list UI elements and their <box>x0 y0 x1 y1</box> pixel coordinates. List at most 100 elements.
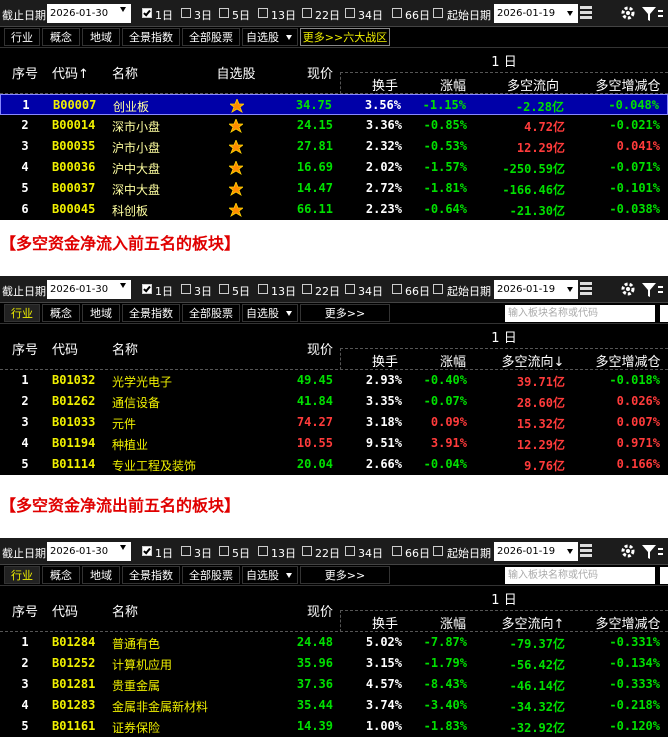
tab[interactable]: 概念 <box>42 566 80 584</box>
period-checkbox[interactable] <box>302 8 312 18</box>
period-checkbox[interactable] <box>258 546 268 556</box>
period-checkbox[interactable] <box>142 546 152 556</box>
table-row[interactable]: 4 B01194 种植业 10.55 9.51% 3.91% 12.29亿 0.971% <box>0 433 668 454</box>
end-date-input[interactable]: 2026-01-30 <box>47 280 131 299</box>
period-label[interactable]: 66日 <box>405 9 430 22</box>
tab[interactable]: 更多>> <box>300 566 390 584</box>
search-button[interactable] <box>660 305 668 322</box>
period-label[interactable]: 3日 <box>194 9 212 22</box>
period-label[interactable]: 1日 <box>155 285 173 298</box>
tab[interactable]: 地域 <box>82 566 120 584</box>
end-date-input[interactable]: 2026-01-30 <box>47 542 131 561</box>
period-checkbox[interactable] <box>345 284 355 294</box>
period-label[interactable]: 5日 <box>232 547 250 560</box>
tab[interactable]: 全部股票 <box>182 304 240 322</box>
period-checkbox[interactable] <box>392 284 402 294</box>
period-checkbox[interactable] <box>258 8 268 18</box>
start-date-input[interactable]: 2026-01-19 <box>494 4 578 23</box>
period-checkbox[interactable] <box>345 8 355 18</box>
period-checkbox[interactable] <box>392 8 402 18</box>
start-date-input[interactable]: 2026-01-19 <box>494 280 578 299</box>
period-checkbox[interactable] <box>181 8 191 18</box>
tool-icons[interactable] <box>608 0 668 27</box>
table-row[interactable]: 3 B00035 沪市小盘 27.81 2.32% -0.53% 12.29亿 0.041% <box>0 136 668 157</box>
tool-icons[interactable] <box>608 538 668 565</box>
list-icon[interactable] <box>580 282 592 296</box>
tab[interactable]: 自选股 <box>242 28 298 46</box>
table-row[interactable]: 4 B00036 沪中大盘 16.69 2.02% -1.57% -250.59亿 -0.07… <box>0 157 668 178</box>
tab[interactable]: 更多>> <box>300 304 390 322</box>
table-row[interactable]: 4 B01283 金属非金属新材料 35.44 3.74% -3.40% -34.32亿 -0… <box>0 695 668 716</box>
favorite-star[interactable] <box>229 203 243 217</box>
period-label[interactable]: 66日 <box>405 285 430 298</box>
table-row[interactable]: 1 B01032 光学光电子 49.45 2.93% -0.40% 39.71亿 -0.018… <box>0 370 668 391</box>
tab[interactable]: 行业 <box>4 566 40 584</box>
period-label[interactable]: 13日 <box>271 547 296 560</box>
period-label[interactable]: 5日 <box>232 9 250 22</box>
period-label[interactable]: 3日 <box>194 547 212 560</box>
favorite-star[interactable] <box>229 161 243 175</box>
table-row[interactable]: 5 B01114 专业工程及装饰 20.04 2.66% -0.04% 9.76亿 0.166… <box>0 454 668 475</box>
tab[interactable]: 行业 <box>4 28 40 46</box>
table-row[interactable]: 3 B01033 元件 74.27 3.18% 0.09% 15.32亿 0.007% <box>0 412 668 433</box>
table-row[interactable]: 5 B01161 证券保险 14.39 1.00% -1.83% -32.92亿 -0.120… <box>0 716 668 737</box>
period-label[interactable]: 34日 <box>358 547 383 560</box>
search-input[interactable]: 输入板块名称或代码 <box>505 305 655 322</box>
period-checkbox[interactable] <box>258 284 268 294</box>
period-label[interactable]: 34日 <box>358 285 383 298</box>
tab[interactable]: 自选股 <box>242 566 298 584</box>
tab[interactable]: 全景指数 <box>122 566 180 584</box>
period-checkbox[interactable] <box>181 284 191 294</box>
start-date-input[interactable]: 2026-01-19 <box>494 542 578 561</box>
tab[interactable]: 行业 <box>4 304 40 322</box>
tab[interactable]: 全部股票 <box>182 28 240 46</box>
period-checkbox[interactable] <box>392 546 402 556</box>
table-row[interactable]: 1 B01284 普通有色 24.48 5.02% -7.87% -79.37亿 -0.331… <box>0 632 668 653</box>
period-label[interactable]: 3日 <box>194 285 212 298</box>
period-checkbox[interactable] <box>302 546 312 556</box>
period-checkbox[interactable] <box>142 284 152 294</box>
period-checkbox[interactable] <box>302 284 312 294</box>
tab[interactable]: 更多>>六大战区 <box>300 28 390 46</box>
period-label[interactable]: 1日 <box>155 547 173 560</box>
period-label[interactable]: 22日 <box>315 547 340 560</box>
period-label[interactable]: 34日 <box>358 9 383 22</box>
period-label[interactable]: 66日 <box>405 547 430 560</box>
end-date-input[interactable]: 2026-01-30 <box>47 4 131 23</box>
period-label[interactable]: 13日 <box>271 285 296 298</box>
period-label[interactable]: 5日 <box>232 285 250 298</box>
favorite-star[interactable] <box>229 140 243 154</box>
table-row[interactable]: 5 B00037 深中大盘 14.47 2.72% -1.81% -166.46亿 -0.10… <box>0 178 668 199</box>
period-checkbox[interactable] <box>345 546 355 556</box>
start-checkbox[interactable] <box>433 284 443 294</box>
table-row[interactable]: 2 B01252 计算机应用 35.96 3.15% -1.79% -56.42亿 -0.13… <box>0 653 668 674</box>
table-row[interactable]: 2 B00014 深市小盘 24.15 3.36% -0.85% 4.72亿 -0.021% <box>0 115 668 136</box>
favorite-star[interactable] <box>230 99 244 113</box>
tab[interactable]: 全部股票 <box>182 566 240 584</box>
search-input[interactable]: 输入板块名称或代码 <box>505 567 655 584</box>
search-button[interactable] <box>660 567 668 584</box>
tab[interactable]: 全景指数 <box>122 28 180 46</box>
period-label[interactable]: 1日 <box>155 9 173 22</box>
list-icon[interactable] <box>580 6 592 20</box>
tab[interactable]: 概念 <box>42 304 80 322</box>
period-checkbox[interactable] <box>142 8 152 18</box>
table-row[interactable]: 6 B00045 科创板 66.11 2.23% -0.64% -21.30亿 -0.038% <box>0 199 668 220</box>
period-label[interactable]: 22日 <box>315 285 340 298</box>
tab[interactable]: 地域 <box>82 28 120 46</box>
tab[interactable]: 概念 <box>42 28 80 46</box>
table-row[interactable]: 1 B00007 创业板 34.75 3.56% -1.15% -2.28亿 -0.048% <box>0 94 668 115</box>
period-label[interactable]: 22日 <box>315 9 340 22</box>
period-checkbox[interactable] <box>219 546 229 556</box>
table-row[interactable]: 2 B01262 通信设备 41.84 3.35% -0.07% 28.60亿 0.026% <box>0 391 668 412</box>
tab[interactable]: 自选股 <box>242 304 298 322</box>
period-checkbox[interactable] <box>181 546 191 556</box>
favorite-star[interactable] <box>229 182 243 196</box>
period-label[interactable]: 13日 <box>271 9 296 22</box>
start-checkbox[interactable] <box>433 8 443 18</box>
favorite-star[interactable] <box>229 119 243 133</box>
period-checkbox[interactable] <box>219 284 229 294</box>
tab[interactable]: 地域 <box>82 304 120 322</box>
tool-icons[interactable] <box>608 276 668 303</box>
list-icon[interactable] <box>580 544 592 558</box>
